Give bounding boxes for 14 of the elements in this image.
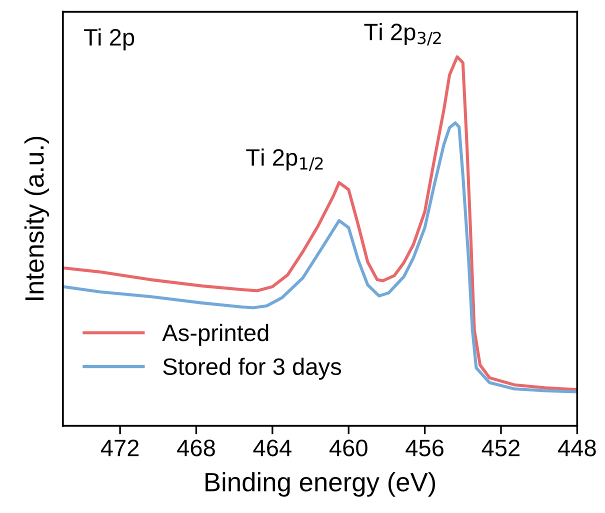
x-axis-title: Binding energy (eV) [206,472,436,497]
text: Ti 2p [84,28,134,50]
annotation: Ti 2p$_{3/2}$ [364,23,441,46]
x-tick-label: 472 [100,440,139,456]
x-tick-label: 468 [177,440,215,456]
legend-label: Stored for 3 days [163,358,342,380]
x-tick-label: 460 [329,440,368,456]
legend-label: As-printed [162,324,268,346]
x-tick-label: 456 [406,440,444,456]
y-axis-title: Intensity (a.u.) [24,136,50,300]
x-tick-label: 452 [482,440,520,456]
x-tick-label: 448 [558,440,596,456]
annotation: Ti 2p$_{1/2}$ [246,148,323,172]
x-tick-label: 464 [253,440,292,456]
